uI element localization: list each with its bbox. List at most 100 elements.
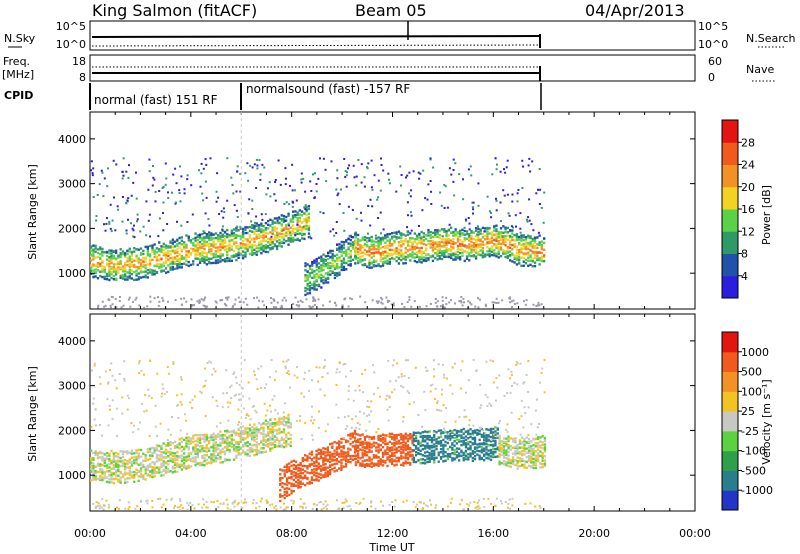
power-cell <box>278 241 281 245</box>
velocity-cell <box>395 379 398 382</box>
velocity-cell <box>149 447 152 450</box>
power-cell <box>121 171 124 173</box>
velocity-cell <box>536 452 540 455</box>
velocity-cell <box>212 452 215 455</box>
power-cell <box>174 202 177 205</box>
power-cell <box>204 180 207 183</box>
velocity-cell <box>255 453 258 456</box>
velocity-cell <box>319 473 323 476</box>
velocity-cell <box>335 451 339 454</box>
power-cell <box>305 224 308 228</box>
velocity-cell <box>518 446 522 449</box>
power-cell <box>420 237 423 240</box>
velocity-cell <box>255 430 258 433</box>
power-cell <box>296 217 299 220</box>
velocity-cell <box>192 440 195 444</box>
power-cell <box>377 239 380 242</box>
power-cell <box>340 188 342 191</box>
velocity-cell <box>439 456 443 459</box>
power-cell <box>372 259 376 262</box>
velocity-cell <box>344 375 347 378</box>
nave-tick-bottom: 0 <box>708 71 715 84</box>
power-cell <box>450 255 453 258</box>
velocity-cell <box>379 439 382 442</box>
power-cell <box>214 243 218 246</box>
velocity-cell <box>269 443 272 446</box>
power-cell <box>291 163 294 166</box>
velocity-cell <box>349 457 352 460</box>
power-cell <box>289 240 292 243</box>
power-cell <box>137 275 140 279</box>
velocity-cell <box>351 445 354 448</box>
power-cell <box>452 234 455 237</box>
power-cell <box>244 245 247 248</box>
velocity-cell <box>228 448 231 452</box>
power-cell <box>531 251 534 255</box>
velocity-cell <box>115 451 118 455</box>
velocity-cell <box>203 438 206 441</box>
power-cell <box>429 236 432 240</box>
power-cell <box>133 265 136 268</box>
velocity-cell <box>221 437 224 440</box>
velocity-cell <box>361 433 364 436</box>
power-cell <box>260 222 263 225</box>
power-cell <box>96 194 99 196</box>
power-cell <box>472 244 475 247</box>
velocity-cell <box>196 440 199 443</box>
velocity-cell <box>485 442 488 446</box>
velocity-cell <box>487 428 490 432</box>
velocity-cell <box>196 453 199 457</box>
velocity-cell <box>315 459 318 463</box>
power-cell <box>298 209 301 212</box>
power-cell <box>201 192 204 195</box>
velocity-cell <box>498 374 501 377</box>
power-cell <box>110 254 113 258</box>
power-cell <box>92 269 95 272</box>
power-cell <box>279 306 282 309</box>
power-cell <box>126 249 129 253</box>
velocity-cell <box>92 451 95 454</box>
velocity-cell <box>354 389 357 392</box>
velocity-cell <box>176 464 179 467</box>
velocity-cell <box>464 446 468 449</box>
power-cell <box>304 264 307 268</box>
velocity-cell <box>395 463 398 466</box>
power-cell <box>434 235 437 238</box>
power-cell <box>102 195 105 198</box>
power-cell <box>122 174 125 177</box>
power-cell <box>408 171 411 174</box>
power-cell <box>203 247 206 251</box>
velocity-cell <box>117 478 120 481</box>
velocity-cell <box>119 470 122 474</box>
velocity-cell <box>196 450 199 453</box>
power-cell <box>462 178 464 181</box>
power-cell <box>161 297 164 300</box>
power-cell <box>118 296 121 298</box>
velocity-cell <box>451 457 454 460</box>
power-cell <box>214 246 218 249</box>
velocity-cell <box>483 434 486 438</box>
power-cell <box>415 255 419 259</box>
power-cell <box>515 254 519 258</box>
power-cell <box>485 305 488 308</box>
power-cell <box>221 235 224 238</box>
power-cell <box>363 238 367 242</box>
velocity-cell <box>426 460 429 464</box>
power-cell <box>320 286 323 289</box>
power-cell <box>133 224 135 227</box>
power-cell <box>354 246 357 249</box>
velocity-cell <box>237 451 240 454</box>
power-cell <box>467 300 470 303</box>
power-cell <box>488 227 491 230</box>
power-cell <box>509 246 512 249</box>
velocity-cell <box>205 438 208 441</box>
velocity-cell <box>287 443 290 446</box>
velocity-cell <box>359 457 362 460</box>
power-cell <box>219 237 222 240</box>
velocity-cell <box>147 388 150 391</box>
velocity-cell <box>299 462 302 465</box>
power-cell <box>306 274 309 277</box>
power-cell <box>133 270 136 274</box>
power-cell <box>340 246 343 249</box>
velocity-cell <box>267 427 270 430</box>
